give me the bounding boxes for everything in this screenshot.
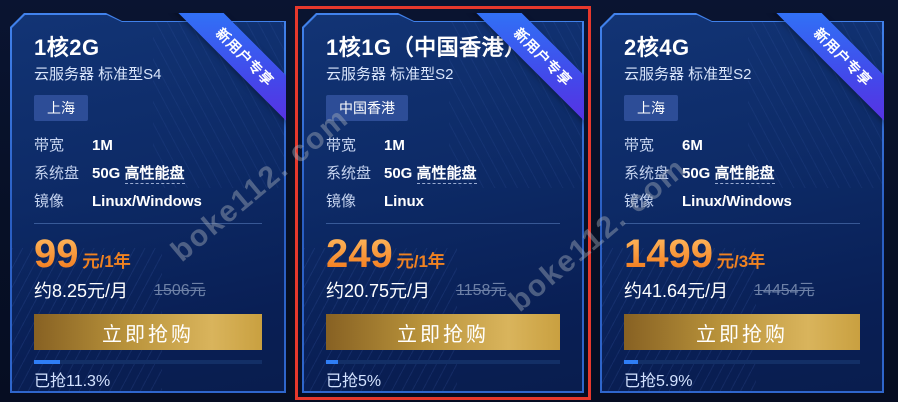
price: 249 元/1年 xyxy=(326,232,560,276)
spec-label: 系统盘 xyxy=(624,165,670,182)
sold-progress-fill xyxy=(624,360,638,364)
ribbon-label: 新用户专享 xyxy=(471,13,584,129)
card-content: 2核4G 云服务器 标准型S2 上海 带宽 6M 系统盘 50G 高性能盘 镜像… xyxy=(600,13,884,393)
spec-value: 1M xyxy=(92,137,113,154)
price-unit: 元/1年 xyxy=(396,252,445,271)
original-price: 1158元 xyxy=(456,282,507,299)
spec-image: 镜像 Linux/Windows xyxy=(34,192,262,211)
spec-label: 带宽 xyxy=(624,137,655,154)
disk-type-underlined: 高性能盘 xyxy=(416,165,477,184)
spec-value: 50G 高性能盘 xyxy=(384,164,477,184)
plan-subtitle: 云服务器 标准型S2 xyxy=(326,66,454,83)
sold-label: 已抢5.9% xyxy=(624,373,693,390)
region-tag: 上海 xyxy=(624,95,678,121)
card-content: 1核2G 云服务器 标准型S4 上海 带宽 1M 系统盘 50G 高性能盘 镜像… xyxy=(10,13,286,393)
spec-list: 带宽 1M 系统盘 50G 高性能盘 镜像 Linux xyxy=(326,136,560,211)
spec-value: 50G 高性能盘 xyxy=(92,164,185,184)
price-detail: 约8.25元/月 1506元 xyxy=(34,280,262,302)
new-user-ribbon: 新用户专享 xyxy=(168,13,286,131)
sold-label: 已抢5% xyxy=(326,373,382,390)
monthly-price: 约8.25元/月 xyxy=(34,281,129,301)
card-row: 新用户专享 1核2G 云服务器 标准型S4 上海 带宽 1M 系统盘 50G 高… xyxy=(10,0,884,400)
sold-progress-bar xyxy=(34,360,262,364)
spec-disk: 系统盘 50G 高性能盘 xyxy=(624,164,860,184)
price-unit: 元/3年 xyxy=(716,252,766,271)
spec-value: 50G 高性能盘 xyxy=(682,164,775,184)
spec-disk: 系统盘 50G 高性能盘 xyxy=(326,164,560,184)
spec-label: 带宽 xyxy=(34,137,65,154)
divider xyxy=(34,223,262,224)
ribbon-label: 新用户专享 xyxy=(771,13,884,129)
spec-bandwidth: 带宽 1M xyxy=(34,136,262,155)
card-content: 1核1G（中国香港） 云服务器 标准型S2 中国香港 带宽 1M 系统盘 50G… xyxy=(302,13,584,393)
monthly-price: 约41.64元/月 xyxy=(624,281,729,301)
highlight-frame: 新用户专享 1核1G（中国香港） 云服务器 标准型S2 中国香港 带宽 1M 系… xyxy=(295,6,591,400)
price-amount: 249 xyxy=(326,232,393,276)
price-amount: 1499 xyxy=(624,232,713,276)
spec-bandwidth: 带宽 1M xyxy=(326,136,560,155)
disk-size: 50G xyxy=(682,165,711,182)
spec-label: 镜像 xyxy=(34,193,65,210)
buy-now-button[interactable]: 立即抢购 xyxy=(624,314,860,350)
new-user-ribbon: 新用户专享 xyxy=(766,13,884,131)
spec-label: 带宽 xyxy=(326,137,357,154)
plan-subtitle: 云服务器 标准型S4 xyxy=(34,66,162,83)
spec-value: 1M xyxy=(384,137,405,154)
spec-label: 系统盘 xyxy=(34,165,80,182)
spec-disk: 系统盘 50G 高性能盘 xyxy=(34,164,262,184)
region-tag: 上海 xyxy=(34,95,88,121)
plan-subtitle: 云服务器 标准型S2 xyxy=(624,66,752,83)
region-tag: 中国香港 xyxy=(326,95,408,121)
buy-now-button[interactable]: 立即抢购 xyxy=(34,314,262,350)
disk-size: 50G xyxy=(384,165,413,182)
product-card-1core2g[interactable]: 新用户专享 1核2G 云服务器 标准型S4 上海 带宽 1M 系统盘 50G 高… xyxy=(10,13,286,393)
original-price: 14454元 xyxy=(754,282,815,299)
price-unit: 元/1年 xyxy=(82,252,131,271)
disk-type-underlined: 高性能盘 xyxy=(124,165,185,184)
spec-bandwidth: 带宽 6M xyxy=(624,136,860,155)
price: 1499 元/3年 xyxy=(624,232,860,276)
sold-label: 已抢11.3% xyxy=(34,373,111,390)
plan-title: 1核1G（中国香港） xyxy=(326,35,527,60)
price: 99 元/1年 xyxy=(34,232,262,276)
monthly-price: 约20.75元/月 xyxy=(326,281,431,301)
new-user-ribbon: 新用户专享 xyxy=(466,13,584,131)
disk-size: 50G xyxy=(92,165,121,182)
disk-type-underlined: 高性能盘 xyxy=(714,165,775,184)
sold-progress-fill xyxy=(326,360,338,364)
spec-label: 镜像 xyxy=(624,193,655,210)
spec-list: 带宽 1M 系统盘 50G 高性能盘 镜像 Linux/Windows xyxy=(34,136,262,211)
spec-value: Linux/Windows xyxy=(92,193,202,210)
spec-value: 6M xyxy=(682,137,703,154)
divider xyxy=(624,223,860,224)
price-amount: 99 xyxy=(34,232,79,276)
product-card-1core1g-hk[interactable]: 新用户专享 1核1G（中国香港） 云服务器 标准型S2 中国香港 带宽 1M 系… xyxy=(302,13,584,393)
sold-progress-bar xyxy=(624,360,860,364)
sold-progress-bar xyxy=(326,360,560,364)
original-price: 1506元 xyxy=(154,282,206,299)
spec-label: 系统盘 xyxy=(326,165,372,182)
sold-progress-fill xyxy=(34,360,60,364)
spec-image: 镜像 Linux/Windows xyxy=(624,192,860,211)
plan-title: 1核2G xyxy=(34,35,100,60)
ribbon-label: 新用户专享 xyxy=(173,13,286,129)
spec-label: 镜像 xyxy=(326,193,357,210)
plan-title: 2核4G xyxy=(624,35,690,60)
divider xyxy=(326,223,560,224)
price-detail: 约20.75元/月 1158元 xyxy=(326,280,560,302)
spec-value: Linux xyxy=(384,193,424,210)
price-detail: 约41.64元/月 14454元 xyxy=(624,280,860,302)
spec-list: 带宽 6M 系统盘 50G 高性能盘 镜像 Linux/Windows xyxy=(624,136,860,211)
product-card-2core4g[interactable]: 新用户专享 2核4G 云服务器 标准型S2 上海 带宽 6M 系统盘 50G 高… xyxy=(600,13,884,393)
spec-value: Linux/Windows xyxy=(682,193,792,210)
spec-image: 镜像 Linux xyxy=(326,192,560,211)
buy-now-button[interactable]: 立即抢购 xyxy=(326,314,560,350)
